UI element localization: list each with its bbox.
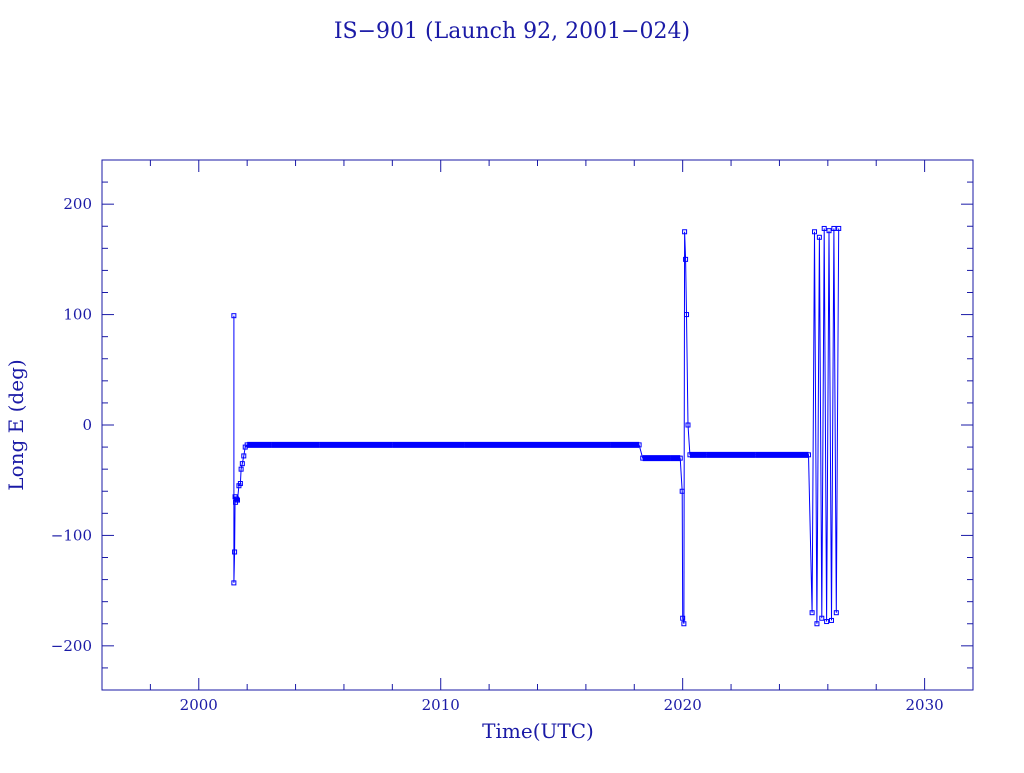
- series-layer: [231, 225, 842, 627]
- data-point: [828, 617, 834, 623]
- data-point: [819, 615, 825, 621]
- data-point: [681, 621, 687, 627]
- data-point: [640, 455, 646, 461]
- data-point: [682, 229, 688, 235]
- data-point: [462, 442, 468, 448]
- data-point: [680, 615, 686, 621]
- y-tick-label: 0: [82, 416, 92, 434]
- data-point: [244, 442, 250, 448]
- data-point: [389, 442, 395, 448]
- x-tick-label: 2000: [180, 696, 218, 714]
- y-tick-label: −200: [51, 637, 92, 655]
- data-point: [685, 422, 691, 428]
- tick-labels: 2000 2010 2020 2030 200 100 0 −100 −200: [51, 195, 944, 714]
- data-point: [687, 452, 693, 458]
- x-tick-label: 2030: [906, 696, 944, 714]
- data-point: [821, 225, 827, 231]
- data-point: [239, 461, 245, 467]
- data-point: [836, 225, 842, 231]
- x-axis-label: Time(UTC): [482, 719, 594, 743]
- data-point: [268, 442, 274, 448]
- data-point: [824, 619, 830, 625]
- axis-ticks: [101, 159, 974, 691]
- data-point: [684, 312, 690, 318]
- data-point: [241, 453, 247, 459]
- x-tick-label: 2020: [664, 696, 702, 714]
- data-point: [234, 497, 240, 503]
- y-tick-label: 200: [63, 195, 92, 213]
- data-point: [231, 313, 237, 319]
- data-point: [809, 610, 815, 616]
- y-axis-label: Long E (deg): [4, 359, 28, 490]
- data-point: [636, 442, 642, 448]
- data-point: [812, 229, 818, 235]
- data-point: [805, 452, 811, 458]
- series-line: [233, 228, 840, 624]
- data-point: [231, 580, 237, 586]
- data-point: [234, 496, 240, 502]
- data-point: [826, 228, 832, 234]
- chart-title: IS−901 (Launch 92, 2001−024): [334, 19, 690, 44]
- data-point: [704, 452, 710, 458]
- x-tick-label: 2010: [422, 696, 460, 714]
- data-point: [831, 225, 837, 231]
- y-tick-label: −100: [51, 526, 92, 544]
- data-point: [677, 455, 683, 461]
- plot-frame: [101, 159, 974, 691]
- data-point: [752, 452, 758, 458]
- data-point: [317, 442, 323, 448]
- data-point: [683, 256, 689, 262]
- data-point: [535, 442, 540, 448]
- data-point: [237, 481, 243, 487]
- data-point: [814, 621, 820, 627]
- data-point: [607, 442, 613, 448]
- data-point: [668, 455, 674, 461]
- data-point: [232, 549, 238, 555]
- data-point: [679, 488, 685, 494]
- y-tick-label: 100: [63, 306, 92, 324]
- data-point: [816, 234, 822, 240]
- data-point: [833, 610, 839, 616]
- data-point: [238, 466, 244, 472]
